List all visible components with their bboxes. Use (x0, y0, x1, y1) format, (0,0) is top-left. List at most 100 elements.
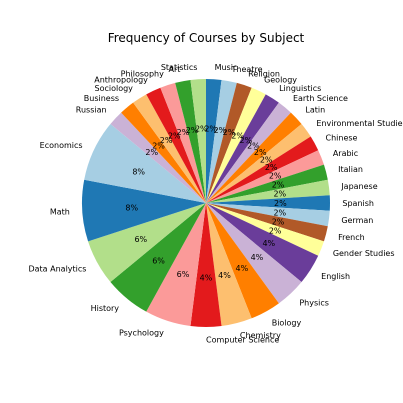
slice-percent-label: 2% (272, 218, 285, 227)
slice-percent-label: 2% (231, 132, 244, 141)
slice-label: Arabic (333, 149, 358, 158)
slice-percent-label: 2% (265, 163, 278, 172)
slice-label: Italian (338, 165, 363, 174)
pie-slice (110, 203, 206, 312)
pie-slice (175, 79, 206, 203)
slice-percent-label: 6% (134, 235, 147, 244)
slice-percent-label: 2% (195, 125, 208, 134)
pie-slice (84, 123, 206, 203)
slice-label: Earth Science (293, 94, 348, 103)
pie-slice (146, 203, 206, 327)
slice-label: Theatre (231, 65, 263, 74)
slice-label: German (341, 216, 373, 225)
pie-slice (133, 94, 206, 203)
slice-percent-label: 6% (177, 270, 190, 279)
slice-label: Music (215, 63, 238, 72)
pie-slice (82, 179, 206, 242)
pie-slice (206, 203, 324, 256)
pie-slice (190, 79, 206, 203)
chart-title: Frequency of Courses by Subject (108, 31, 305, 45)
pie-slice (146, 87, 206, 203)
slice-label: Chemistry (240, 331, 281, 340)
pie-slice (206, 87, 266, 203)
pie-slice (206, 203, 330, 227)
pie-slice (206, 123, 311, 203)
pie-slice (206, 195, 330, 211)
slice-percent-label: 2% (269, 226, 282, 235)
slice-percent-label: 4% (235, 264, 248, 273)
slice-label: Philosophy (121, 69, 164, 78)
slice-label: Latin (305, 106, 325, 115)
slice-label: Data Analytics (28, 265, 86, 274)
slice-percent-label: 2% (274, 199, 287, 208)
slice-percent-label: 2% (273, 208, 286, 217)
slice-label: Math (50, 208, 70, 217)
pie-slice (206, 79, 222, 203)
slice-label: Russian (76, 106, 107, 115)
slice-percent-label: 4% (262, 239, 275, 248)
slice-percent-label: 2% (177, 128, 190, 137)
slice-label: Physics (299, 298, 329, 307)
slice-label: History (91, 304, 120, 313)
slice-percent-label: 2% (240, 136, 253, 145)
slice-percent-label: 2% (152, 142, 165, 151)
slice-percent-label: 8% (125, 204, 138, 213)
pie-slice (206, 164, 328, 203)
slice-label: Chinese (326, 133, 358, 142)
slice-percent-label: 2% (168, 132, 181, 141)
pie-slice (206, 203, 319, 283)
slice-percent-label: 2% (254, 148, 267, 157)
slice-label: Psychology (119, 329, 164, 338)
pie-slice (206, 203, 279, 319)
pie-slice (206, 79, 237, 203)
slice-label: Anthropology (94, 76, 148, 85)
slice-label: Business (84, 94, 119, 103)
slice-label: Economics (40, 141, 83, 150)
pie-slices (82, 79, 330, 327)
slice-percent-label: 2% (204, 125, 217, 134)
slice-percent-label: 6% (152, 256, 165, 265)
slice-label: English (321, 272, 350, 281)
pie-slice (206, 179, 330, 203)
slice-percent-label: 2% (269, 172, 282, 181)
slice-label: Linguistics (279, 84, 321, 93)
slice-percent-label: 2% (272, 180, 285, 189)
slice-percent-label: 4% (200, 273, 213, 282)
slice-percent-label: 2% (260, 155, 273, 164)
slice-labels: MusicTheatreReligionGeologyLinguisticsEa… (28, 63, 403, 345)
slice-percent-label: 2% (145, 148, 158, 157)
pie-slice (206, 203, 302, 304)
slice-percent-label: 2% (223, 128, 236, 137)
slice-label: Computer Science (206, 335, 279, 344)
slice-percent-label: 2% (214, 126, 227, 135)
pie-slice (206, 94, 279, 203)
pie-slice (121, 102, 206, 203)
slice-percent-labels: 2%2%2%2%2%2%2%2%2%2%2%2%2%2%2%2%4%4%4%4%… (125, 125, 287, 283)
slice-percent-label: 4% (251, 253, 264, 262)
slice-label: Environmental Studies (316, 119, 403, 128)
slice-label: Sociology (94, 84, 133, 93)
slice-label: Japanese (340, 182, 377, 191)
pie-slice (190, 203, 222, 327)
pie-slice (206, 203, 328, 242)
pie-slice (206, 112, 302, 203)
pie-slice (206, 102, 291, 203)
slice-percent-label: 2% (186, 126, 199, 135)
slice-percent-label: 2% (247, 142, 260, 151)
pie-slice (206, 150, 324, 203)
pie-slice (160, 82, 206, 203)
slice-percent-label: 4% (218, 271, 231, 280)
pie-slice (206, 203, 252, 327)
slice-percent-label: 2% (160, 136, 173, 145)
slice-percent-label: 2% (273, 190, 286, 199)
slice-percent-label: 8% (132, 167, 145, 176)
slice-label: Art (169, 65, 181, 74)
slice-label: Geology (264, 76, 297, 85)
slice-label: French (338, 233, 365, 242)
slice-label: Biology (272, 319, 302, 328)
slice-label: Religion (248, 69, 280, 78)
pie-slice (206, 136, 319, 203)
slice-label: Statistics (161, 63, 198, 72)
pie-slice (206, 82, 252, 203)
